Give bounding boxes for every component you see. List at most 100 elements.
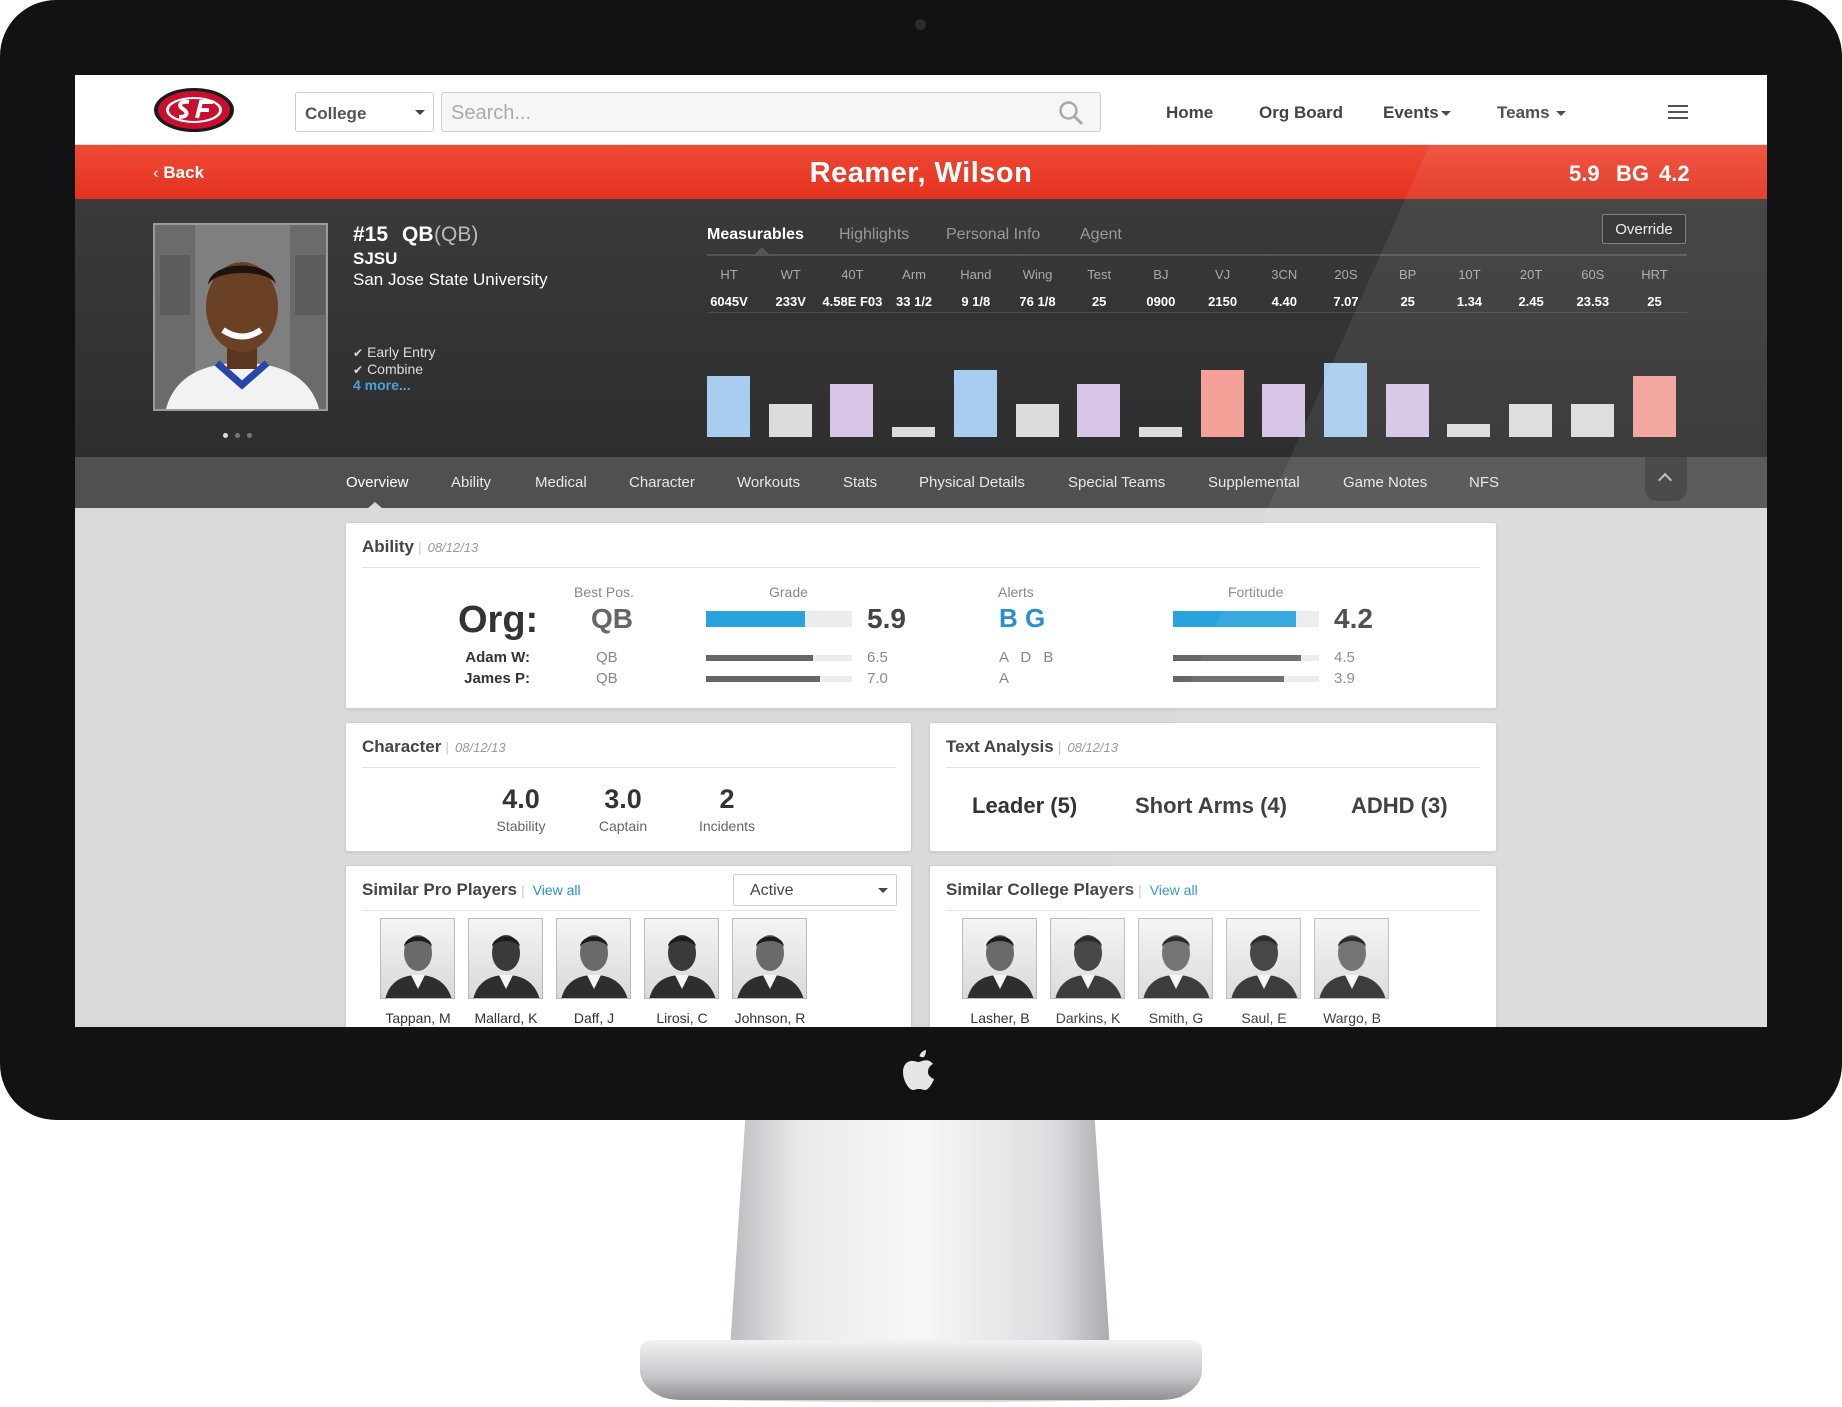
measurable-value: 4.40 bbox=[1271, 294, 1297, 309]
player-name-label[interactable]: Smith, G bbox=[1148, 1010, 1204, 1026]
override-button[interactable]: Override bbox=[1602, 214, 1686, 244]
divider bbox=[946, 910, 1480, 911]
nav-home[interactable]: Home bbox=[1166, 103, 1214, 122]
monitor-stand-base bbox=[640, 1340, 1202, 1400]
measurable-bar bbox=[830, 384, 874, 437]
measurable-bar bbox=[953, 370, 997, 437]
more-tags-link[interactable]: 4 more... bbox=[353, 377, 411, 393]
measurable-bar bbox=[892, 427, 936, 437]
player-position: QB bbox=[402, 223, 434, 246]
rater-fortitude-bar bbox=[1173, 655, 1319, 661]
rater-fortitude-bar bbox=[1173, 676, 1319, 682]
player-thumbnail[interactable] bbox=[644, 918, 719, 999]
tab-character[interactable]: Character bbox=[629, 474, 695, 491]
player-thumbnail[interactable] bbox=[1226, 918, 1301, 999]
tab-ability[interactable]: Ability bbox=[451, 474, 492, 491]
player-name-label[interactable]: Daff, J bbox=[573, 1010, 615, 1026]
player-name-label[interactable]: Mallard, K bbox=[474, 1010, 538, 1026]
measurable-label: 60S bbox=[1581, 267, 1605, 282]
player-photo[interactable] bbox=[153, 223, 328, 411]
analysis-term[interactable]: Leader (5) bbox=[972, 793, 1078, 818]
tab-workouts[interactable]: Workouts bbox=[737, 474, 801, 491]
player-thumbnail[interactable] bbox=[1314, 918, 1389, 999]
player-profile: #15 QB (QB) SJSU San Jose State Universi… bbox=[75, 199, 1767, 457]
search-placeholder: Search... bbox=[451, 102, 532, 124]
card-title: Character bbox=[362, 737, 442, 756]
team-logo[interactable] bbox=[153, 87, 235, 133]
card-title: Similar Pro Players bbox=[362, 880, 517, 899]
tab-stats[interactable]: Stats bbox=[843, 474, 878, 491]
col-grade: Grade bbox=[769, 584, 808, 600]
player-name: Reamer, Wilson bbox=[809, 157, 1033, 189]
tag-label: Early Entry bbox=[367, 344, 436, 360]
tab-medical[interactable]: Medical bbox=[535, 474, 587, 491]
nav-teams[interactable]: Teams bbox=[1497, 103, 1550, 123]
analysis-term[interactable]: Short Arms (4) bbox=[1135, 793, 1287, 818]
measurable-10t: 10T 1.34 bbox=[1439, 267, 1499, 309]
measurable-bar bbox=[1632, 376, 1676, 437]
player-thumbnail[interactable] bbox=[556, 918, 631, 999]
tab-special-teams[interactable]: Special Teams bbox=[1068, 474, 1166, 491]
measurable-label: BJ bbox=[1153, 267, 1169, 282]
tab-supplemental[interactable]: Supplemental bbox=[1208, 474, 1300, 491]
tab-physical-details[interactable]: Physical Details bbox=[919, 474, 1025, 491]
view-all-link[interactable]: View all bbox=[532, 882, 581, 898]
measurable-bar bbox=[1138, 427, 1182, 437]
measurable-wing: Wing 76 1/8 bbox=[1008, 267, 1068, 309]
similar-college-header: Similar College Players | View all bbox=[946, 880, 1198, 899]
player-thumbnail[interactable] bbox=[962, 918, 1037, 999]
tab-highlights[interactable]: Highlights bbox=[839, 226, 910, 243]
tab-personal-info[interactable]: Personal Info bbox=[946, 226, 1041, 243]
card-date: 08/12/13 bbox=[1067, 740, 1118, 755]
rater-fortitude-fill bbox=[1173, 655, 1302, 661]
captain-value: 3.0 bbox=[604, 784, 642, 814]
league-select[interactable]: College bbox=[295, 92, 434, 132]
measurable-bar bbox=[1570, 404, 1614, 437]
tab-overview[interactable]: Overview bbox=[346, 474, 409, 491]
back-button[interactable]: ‹ Back bbox=[153, 163, 204, 183]
player-name-label[interactable]: Lasher, B bbox=[970, 1010, 1030, 1026]
nav-org-board[interactable]: Org Board bbox=[1259, 103, 1344, 122]
character-card-header: Character | 08/12/13 bbox=[362, 737, 506, 756]
check-icon: ✔ bbox=[353, 363, 364, 377]
measurable-label: WT bbox=[780, 267, 801, 282]
text-analysis-card-header: Text Analysis | 08/12/13 bbox=[946, 737, 1118, 756]
search-icon[interactable] bbox=[1058, 100, 1084, 126]
player-name-label[interactable]: Johnson, R bbox=[734, 1010, 806, 1026]
section-tabs: Overview Ability Medical Character Worko… bbox=[75, 457, 1767, 509]
measurable-value: 25 bbox=[1400, 294, 1415, 309]
tab-measurables[interactable]: Measurables bbox=[707, 226, 804, 243]
player-name-label[interactable]: Saul, E bbox=[1241, 1010, 1287, 1026]
ability-card: Ability | 08/12/13 Best Pos. Grade Alerts … bbox=[345, 522, 1497, 709]
rater-alerts: A D B bbox=[999, 649, 1058, 666]
measurable-label: 3CN bbox=[1271, 267, 1298, 282]
player-name-label[interactable]: Tappan, M bbox=[385, 1010, 451, 1026]
tab-agent[interactable]: Agent bbox=[1080, 226, 1122, 243]
player-thumbnail[interactable] bbox=[1138, 918, 1213, 999]
player-thumbnail[interactable] bbox=[1050, 918, 1125, 999]
status-filter-select[interactable]: Active bbox=[733, 874, 897, 906]
tab-nfs[interactable]: NFS bbox=[1469, 474, 1499, 491]
player-thumbnail[interactable] bbox=[468, 918, 543, 999]
analysis-term[interactable]: ADHD (3) bbox=[1351, 793, 1448, 818]
apple-logo-icon bbox=[903, 1050, 934, 1090]
org-grade-bar bbox=[706, 611, 852, 627]
menu-icon[interactable] bbox=[1668, 105, 1688, 121]
collapse-button[interactable] bbox=[1645, 457, 1687, 501]
view-all-link[interactable]: View all bbox=[1149, 882, 1198, 898]
player-name-label[interactable]: Wargo, B bbox=[1323, 1010, 1381, 1026]
player-name-label[interactable]: Lirosi, C bbox=[656, 1010, 708, 1026]
photo-carousel-dots[interactable] bbox=[223, 425, 259, 443]
character-card: Character | 08/12/13 4.0 Stability 3.0 Cap… bbox=[345, 722, 912, 852]
tab-game-notes[interactable]: Game Notes bbox=[1343, 474, 1428, 491]
monitor-stand-neck bbox=[730, 1120, 1110, 1350]
col-alerts: Alerts bbox=[998, 584, 1034, 600]
player-thumbnail[interactable] bbox=[732, 918, 807, 999]
player-thumbnail[interactable] bbox=[380, 918, 455, 999]
header-grade: 5.9 bbox=[1569, 161, 1600, 186]
measurable-bar bbox=[1262, 384, 1306, 437]
measurable-label: 20S bbox=[1334, 267, 1358, 282]
player-name-label[interactable]: Darkins, K bbox=[1055, 1010, 1121, 1026]
search-input[interactable]: Search... bbox=[441, 92, 1101, 132]
nav-events[interactable]: Events bbox=[1383, 103, 1439, 123]
